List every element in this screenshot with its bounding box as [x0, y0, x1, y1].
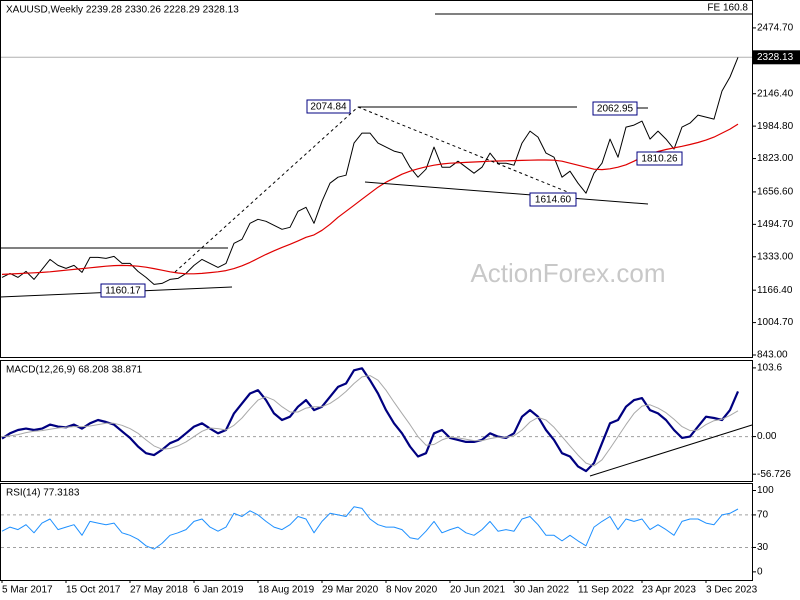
series-line — [1, 123, 739, 275]
y-tick-label: 1333.00 — [757, 251, 794, 262]
x-tick-label: 11 Sep 2022 — [578, 585, 634, 596]
last-price-label: 2328.13 — [757, 52, 794, 63]
panel-title: RSI(14) 77.3183 — [6, 488, 80, 499]
y-tick-label: 2474.70 — [757, 23, 794, 34]
panel-title: XAUUSD,Weekly 2239.28 2330.26 2228.29 23… — [6, 5, 239, 16]
trend-line — [589, 424, 753, 477]
annotation: 1810.26 — [641, 154, 678, 165]
x-tick-label: 18 Aug 2019 — [258, 585, 315, 596]
x-tick-label: 15 Oct 2017 — [66, 585, 121, 596]
x-tick-label: 20 Jun 2021 — [450, 585, 505, 596]
annotations: 2074.84 1160.17 1614.60 2062.95 1810.26 … — [0, 3, 753, 477]
annotation: FE 160.8 — [707, 3, 748, 14]
x-tick-label: 6 Jan 2019 — [194, 585, 244, 596]
label-box — [529, 192, 577, 207]
x-tick-label: 27 May 2018 — [130, 585, 188, 596]
series-line — [1, 367, 740, 473]
panel-title: MACD(12,26,9) 68.208 38.871 — [6, 365, 143, 376]
y-tick-label: 103.6 — [757, 363, 782, 374]
panel-frame — [0, 360, 753, 482]
y-tick-label: 100 — [757, 485, 774, 496]
y-tick-label: -56.726 — [757, 469, 791, 480]
y-tick-label: 70 — [757, 510, 769, 521]
x-tick-label: 3 Dec 2023 — [706, 585, 758, 596]
annotation: 2074.84 — [310, 102, 347, 113]
annotation: 2062.95 — [597, 104, 634, 115]
trend-line — [174, 106, 359, 273]
series-line — [1, 57, 739, 285]
annotation: 1614.60 — [535, 195, 572, 206]
last-price-tag — [753, 50, 800, 65]
x-tick-label: 23 Apr 2023 — [642, 585, 696, 596]
y-tick-label: 30 — [757, 542, 769, 553]
label-box — [592, 101, 638, 116]
watermark: ActionForex.com — [470, 258, 665, 288]
y-tick-label: 1823.00 — [757, 153, 794, 164]
x-tick-label: 5 Mar 2017 — [2, 585, 53, 596]
label-box — [636, 151, 683, 166]
y-tick-label: 0 — [757, 567, 763, 578]
x-tick-label: 8 Nov 2020 — [386, 585, 438, 596]
panel-frame — [0, 0, 753, 358]
y-tick-label: 843.00 — [757, 350, 788, 361]
trend-line — [364, 181, 649, 205]
y-tick-label: 2146.40 — [757, 88, 794, 99]
series-line — [1, 506, 739, 550]
panel-frame — [0, 483, 753, 581]
x-tick-label: 30 Jan 2022 — [514, 585, 569, 596]
y-tick-label: 1166.40 — [757, 285, 793, 296]
y-tick-label: 1494.70 — [757, 219, 794, 230]
y-tick-label: 1984.80 — [757, 121, 794, 132]
label-box — [306, 99, 351, 114]
y-tick-label: 1656.60 — [757, 187, 794, 198]
label-box — [100, 283, 146, 298]
annotation: 1160.17 — [105, 286, 141, 297]
series-line — [1, 375, 739, 467]
x-tick-label: 29 Mar 2020 — [322, 585, 379, 596]
y-tick-label: 1004.70 — [757, 317, 794, 328]
y-tick-label: 0.00 — [757, 431, 777, 442]
